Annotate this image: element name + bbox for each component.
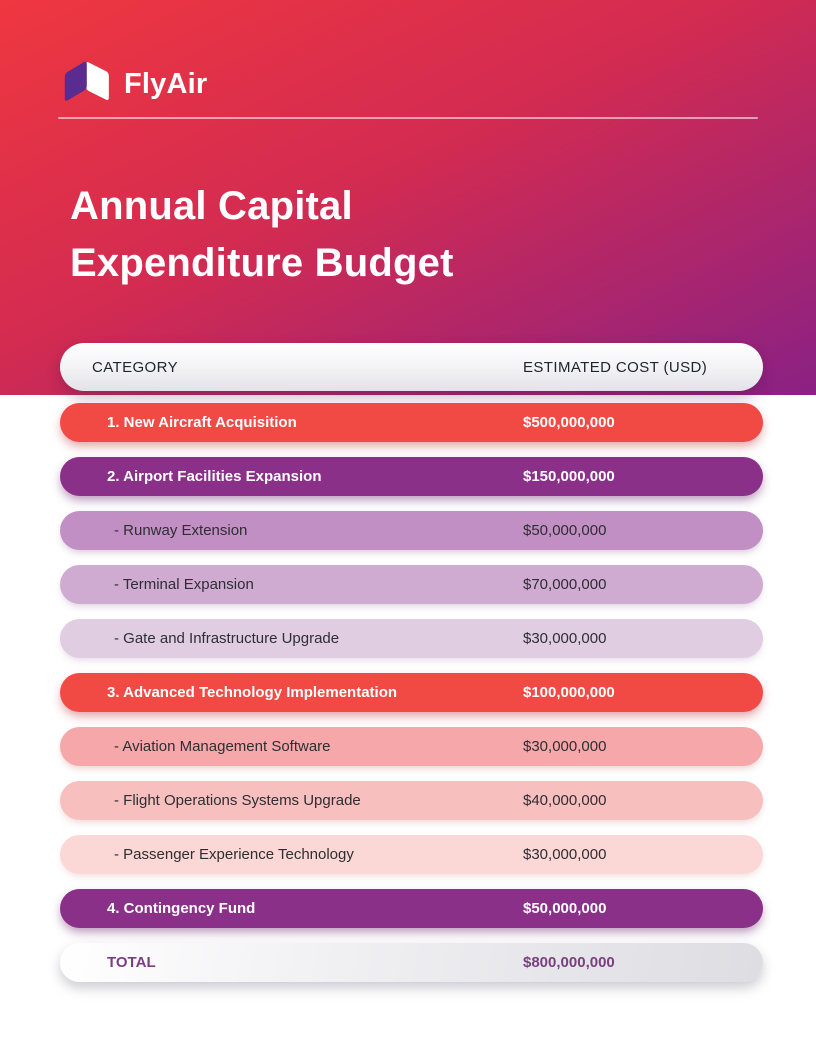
table-row: 1. New Aircraft Acquisition $500,000,000 [60, 403, 763, 442]
row-value: $50,000,000 [523, 900, 607, 917]
table-row: - Terminal Expansion $70,000,000 [60, 565, 763, 604]
row-value: $70,000,000 [523, 576, 607, 593]
hero-gradient-band: FlyAir Annual Capital Expenditure Budget [0, 0, 816, 395]
row-value: $30,000,000 [523, 846, 607, 863]
page-title-line2: Expenditure Budget [70, 241, 454, 285]
row-label: - Passenger Experience Technology [114, 846, 354, 863]
column-header-cost: ESTIMATED COST (USD) [523, 358, 708, 376]
table-row: - Flight Operations Systems Upgrade $40,… [60, 781, 763, 820]
page-title: Annual Capital Expenditure Budget [70, 178, 454, 292]
row-label: - Runway Extension [114, 522, 248, 539]
budget-table: CATEGORY ESTIMATED COST (USD) 1. New Air… [60, 343, 763, 982]
row-label: 1. New Aircraft Acquisition [107, 414, 297, 431]
header-divider [58, 117, 758, 119]
total-row: TOTAL $800,000,000 [60, 943, 763, 982]
table-header-row: CATEGORY ESTIMATED COST (USD) [60, 343, 763, 391]
total-label: TOTAL [107, 954, 156, 971]
row-value: $500,000,000 [523, 414, 615, 431]
row-label: - Terminal Expansion [114, 576, 254, 593]
row-label: - Flight Operations Systems Upgrade [114, 792, 361, 809]
row-value: $50,000,000 [523, 522, 607, 539]
row-label: 3. Advanced Technology Implementation [107, 684, 398, 701]
table-row: - Passenger Experience Technology $30,00… [60, 835, 763, 874]
table-row: - Aviation Management Software $30,000,0… [60, 727, 763, 766]
table-row: 4. Contingency Fund $50,000,000 [60, 889, 763, 928]
table-row: - Gate and Infrastructure Upgrade $30,00… [60, 619, 763, 658]
brand-header: FlyAir [58, 57, 207, 111]
row-label: - Aviation Management Software [114, 738, 331, 755]
row-value: $30,000,000 [523, 738, 607, 755]
table-row: 3. Advanced Technology Implementation $1… [60, 673, 763, 712]
table-row: - Runway Extension $50,000,000 [60, 511, 763, 550]
page-title-line1: Annual Capital [70, 184, 353, 228]
row-label: 4. Contingency Fund [107, 900, 256, 917]
row-value: $100,000,000 [523, 684, 615, 701]
column-header-category: CATEGORY [92, 358, 178, 376]
row-value: $150,000,000 [523, 468, 615, 485]
row-value: $30,000,000 [523, 630, 607, 647]
row-value: $40,000,000 [523, 792, 607, 809]
row-label: 2. Airport Facilities Expansion [107, 468, 322, 485]
table-row: 2. Airport Facilities Expansion $150,000… [60, 457, 763, 496]
flyair-logo-icon [64, 61, 109, 101]
row-label: - Gate and Infrastructure Upgrade [114, 630, 340, 647]
brand-name: FlyAir [124, 67, 208, 100]
total-value: $800,000,000 [523, 954, 615, 971]
